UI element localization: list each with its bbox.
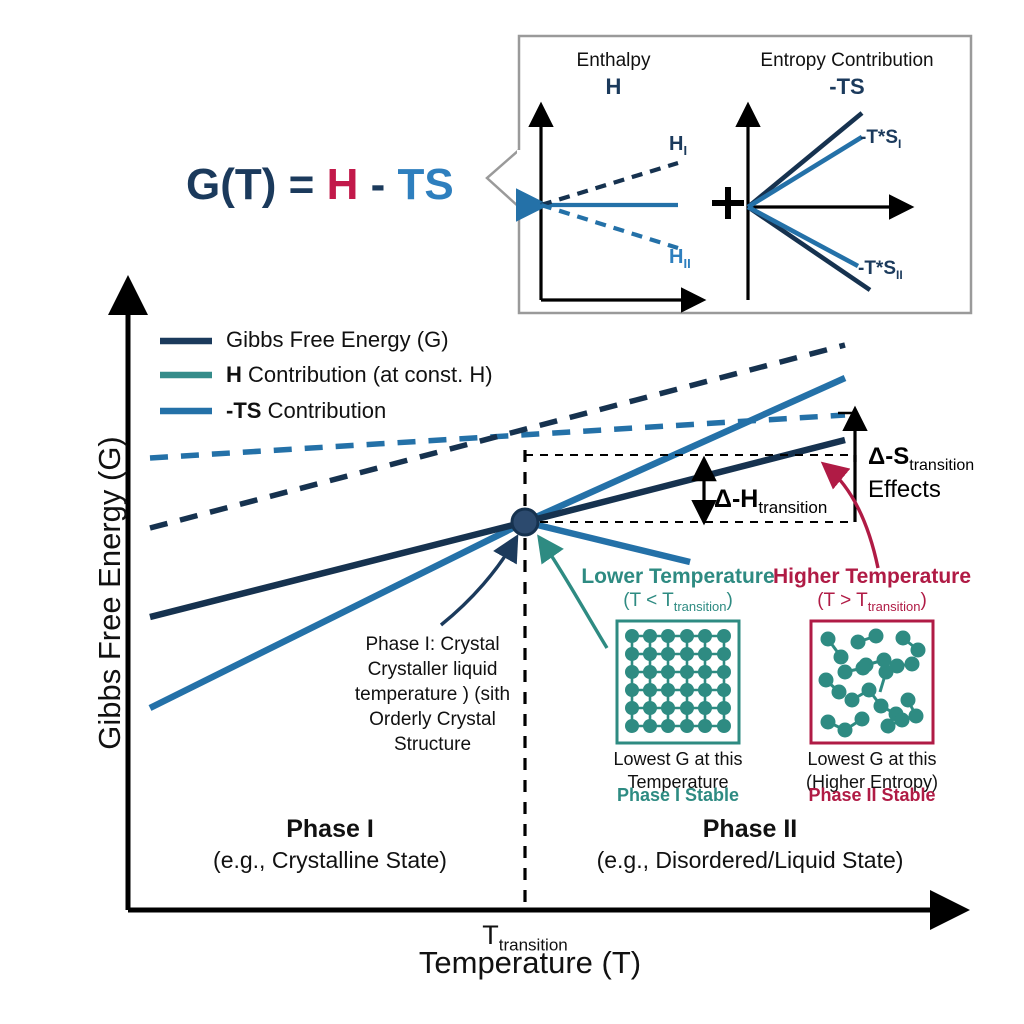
inset-h2-label: HII: [669, 246, 691, 271]
inset-ts-blue-up: [746, 135, 864, 209]
phase-two-caption-title: Phase II: [702, 815, 798, 843]
lower-temp-annotation-arrow: [537, 534, 609, 649]
inset-h1-label: HI: [669, 133, 688, 158]
legend-item-gibbs: Gibbs Free Energy (G): [226, 327, 449, 352]
x-axis-label: Temperature (T): [418, 945, 642, 980]
phase-one-caption-title: Phase I: [286, 815, 374, 843]
legend-item-enthalpy: H Contribution (at const. H): [226, 362, 493, 387]
inset-ts-navy-up: [746, 111, 864, 209]
equation-h-term: H: [326, 160, 359, 209]
delta-s-label: Δ-Stransition Effects: [868, 443, 975, 503]
phase-one-annotation-arrow: [439, 534, 519, 627]
lower-temperature-heading: Lower Temperature: [581, 565, 775, 588]
inset-h1-line: [540, 160, 679, 208]
delta-h-label: Δ-Htransition: [714, 485, 828, 517]
higher-temperature-heading: Higher Temperature: [773, 565, 971, 588]
delta-s-second-line: Effects: [868, 475, 941, 503]
inset-plus-sign: [712, 187, 744, 219]
higher-box-caption: Lowest G at this (Higher Entropy): [805, 749, 939, 792]
equation-lhs: G(T) =: [186, 160, 315, 209]
inset-entropy-symbol: -TS: [829, 74, 865, 99]
curve-ts-phase1: [148, 519, 527, 711]
curve-h2-dashed: [149, 412, 846, 461]
inset-ts2-label: -T*SII: [858, 258, 903, 282]
curve-ts-phase2: [523, 375, 847, 525]
curve-g-phase1: [149, 518, 526, 621]
legend-item-entropy: -TS Contribution: [226, 398, 387, 423]
higher-temperature-condition: (T > Ttransition): [817, 590, 927, 614]
curves: [148, 342, 847, 711]
phase-one-annotation: Phase I: Crystal Crystaller liquid tempe…: [354, 634, 511, 756]
main-axes: [108, 275, 970, 930]
equation-minus: -: [370, 160, 386, 209]
inset-ts-navy-down: [746, 205, 872, 292]
inset-ts1-label: -T*SI: [860, 127, 902, 151]
transition-point-marker: [510, 507, 540, 537]
y-axis-label: Gibbs Free Energy (G): [92, 436, 127, 750]
equation-ts-term: TS: [397, 160, 454, 209]
inset-ts-blue-down: [746, 204, 860, 269]
higher-temp-annotation-arrow: [820, 461, 880, 569]
inset-h2-line: [540, 202, 679, 251]
inset-enthalpy-title: Enthalpy: [576, 50, 651, 71]
curve-ts-shallow: [524, 518, 691, 566]
lower-box-status: Phase I Stable: [616, 785, 740, 805]
curve-g-phase2: [524, 436, 846, 526]
transition-tick-label: Ttransition: [482, 920, 568, 955]
phase-two-caption-subtitle: (e.g., Disordered/Liquid State): [596, 847, 904, 873]
higher-temperature-box: [809, 619, 935, 745]
inset-entropy-title: Entropy Contribution: [760, 50, 934, 71]
curve-h1-dashed: [149, 342, 846, 531]
lower-box-caption: Lowest G at this Temperature: [613, 749, 743, 792]
inset-enthalpy-symbol: H: [605, 74, 622, 99]
legend-swatches: [160, 337, 212, 415]
inset-panel: [485, 34, 973, 315]
lower-temperature-box: [615, 619, 741, 745]
inset-entropy-axes: [735, 101, 915, 300]
lower-temperature-condition: (T < Ttransition): [623, 590, 733, 614]
higher-box-status: Phase II Stable: [808, 785, 936, 805]
master-equation: G(T) = H - TS: [186, 160, 454, 210]
phase-one-caption-subtitle: (e.g., Crystalline State): [213, 847, 447, 873]
delta-s-bracket: [838, 405, 868, 522]
